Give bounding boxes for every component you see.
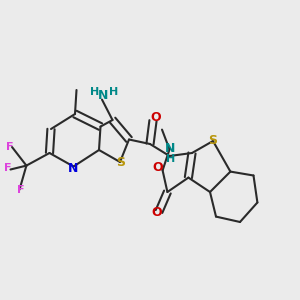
- Text: H: H: [109, 87, 118, 97]
- Text: H: H: [166, 154, 175, 164]
- Text: F: F: [6, 142, 14, 152]
- Text: N: N: [98, 89, 109, 103]
- Text: F: F: [4, 163, 11, 173]
- Text: H: H: [90, 87, 99, 97]
- Text: O: O: [152, 161, 163, 174]
- Text: S: S: [116, 156, 125, 170]
- Text: N: N: [165, 142, 176, 155]
- Text: S: S: [208, 134, 217, 147]
- Text: N: N: [68, 161, 78, 175]
- Text: F: F: [17, 185, 25, 195]
- Text: O: O: [151, 111, 161, 124]
- Text: O: O: [151, 206, 162, 220]
